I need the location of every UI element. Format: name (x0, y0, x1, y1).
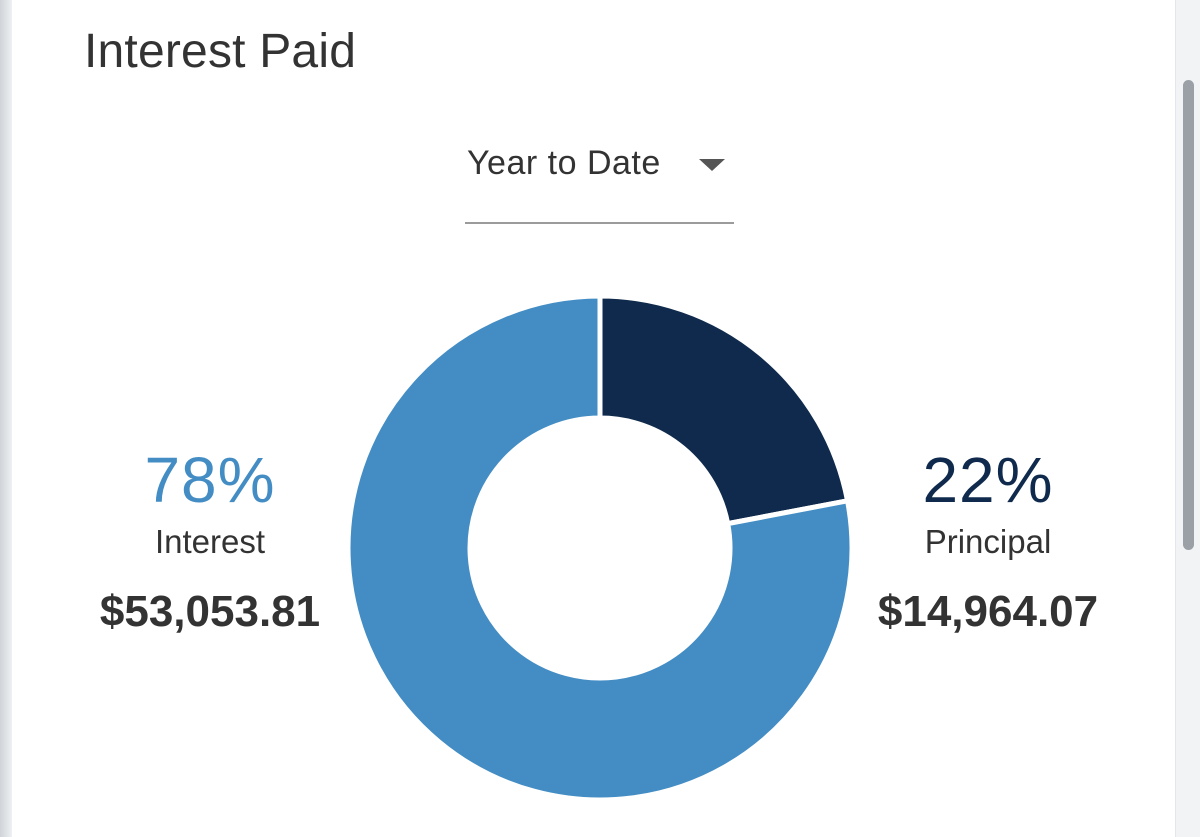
caret-down-icon (699, 159, 725, 171)
interest-summary: 78% Interest $53,053.81 (80, 440, 340, 648)
principal-summary: 22% Principal $14,964.07 (858, 440, 1118, 648)
scrollbar[interactable] (1175, 0, 1200, 837)
interest-amount: $53,053.81 (99, 587, 321, 636)
principal-label: Principal (924, 523, 1052, 560)
scrollbar-thumb[interactable] (1183, 80, 1194, 550)
period-dropdown[interactable]: Year to Date (465, 140, 734, 224)
principal-percent: 22% (922, 444, 1054, 516)
principal-amount: $14,964.07 (877, 587, 1099, 636)
interest-paid-card: Interest Paid Year to Date 78% Interest … (12, 0, 1176, 837)
donut-slice-principal (597, 294, 851, 527)
period-dropdown-value: Year to Date (467, 144, 661, 182)
interest-label: Interest (154, 523, 266, 560)
interest-principal-donut-chart (346, 294, 854, 802)
window-edge (0, 0, 12, 837)
interest-percent: 78% (144, 444, 276, 516)
donut-slice-interest (346, 294, 854, 802)
card-title: Interest Paid (84, 25, 357, 78)
